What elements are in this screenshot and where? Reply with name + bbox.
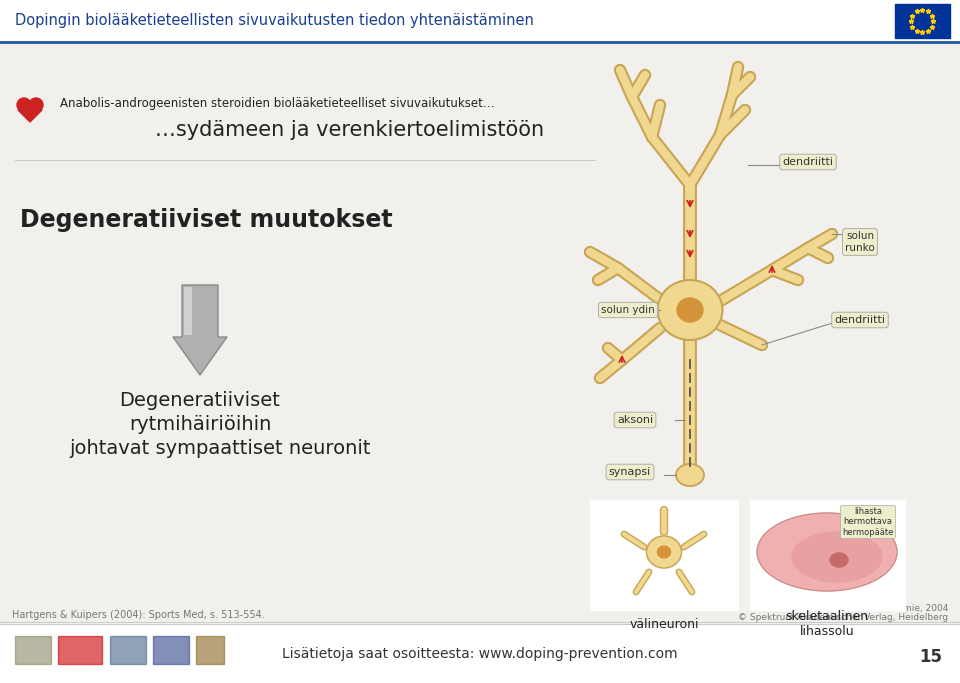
Bar (895, 4, 950, 38)
Text: Degeneratiiviset: Degeneratiiviset (120, 391, 280, 410)
Polygon shape (18, 110, 42, 122)
Text: Dopingin biolääketieteellisten sivuvaikutusten tiedon yhtenäistäminen: Dopingin biolääketieteellisten sivuvaiku… (15, 14, 534, 29)
Ellipse shape (677, 298, 703, 322)
Ellipse shape (658, 280, 723, 340)
Text: solun
runko: solun runko (845, 232, 875, 253)
Bar (15, 636, 51, 664)
Text: Müller-Esterl: Biochemie, 2004: Müller-Esterl: Biochemie, 2004 (809, 604, 948, 613)
Bar (153, 636, 189, 664)
Bar (750, 500, 905, 610)
Text: Degeneratiiviset muutokset: Degeneratiiviset muutokset (20, 208, 393, 232)
Bar (0, 624, 960, 683)
Polygon shape (173, 285, 227, 375)
Bar (590, 500, 738, 610)
Ellipse shape (757, 513, 897, 591)
Text: dendriitti: dendriitti (834, 315, 885, 325)
Text: …sydämeen ja verenkiertoelimistöön: …sydämeen ja verenkiertoelimistöön (155, 120, 544, 140)
Text: lihasta
hermottava
hermopääte: lihasta hermottava hermopääte (842, 507, 894, 537)
Text: välineuroni: välineuroni (629, 617, 699, 630)
Ellipse shape (17, 98, 31, 112)
Ellipse shape (658, 546, 670, 558)
Text: johtavat sympaattiset neuronit: johtavat sympaattiset neuronit (69, 438, 371, 458)
Bar (110, 636, 146, 664)
Ellipse shape (646, 536, 682, 568)
Ellipse shape (29, 98, 43, 112)
Text: Hartgens & Kuipers (2004): Sports Med, s. 513-554.: Hartgens & Kuipers (2004): Sports Med, s… (12, 610, 265, 620)
Bar (58, 636, 102, 664)
Bar (196, 636, 224, 664)
Text: Anabolis-androgeenisten steroidien biolääketieteelliset sivuvaikutukset…: Anabolis-androgeenisten steroidien biolä… (60, 96, 494, 109)
Text: dendriitti: dendriitti (782, 157, 833, 167)
Text: aksoni: aksoni (617, 415, 653, 425)
Text: 15: 15 (919, 648, 942, 666)
Text: © Spektrum Akademischer Verlag, Heidelberg: © Spektrum Akademischer Verlag, Heidelbe… (738, 613, 948, 622)
Text: synapsi: synapsi (609, 467, 651, 477)
Ellipse shape (792, 532, 882, 582)
Text: solun ydin: solun ydin (601, 305, 655, 315)
Polygon shape (184, 287, 192, 335)
Ellipse shape (676, 464, 704, 486)
Text: Lisätietoja saat osoitteesta: www.doping-prevention.com: Lisätietoja saat osoitteesta: www.doping… (282, 647, 678, 661)
Text: rytmihäiriöihin: rytmihäiriöihin (129, 415, 271, 434)
Text: skeletaalinen
lihassolu: skeletaalinen lihassolu (785, 610, 869, 638)
Bar (0, 0, 960, 42)
Ellipse shape (830, 553, 848, 567)
